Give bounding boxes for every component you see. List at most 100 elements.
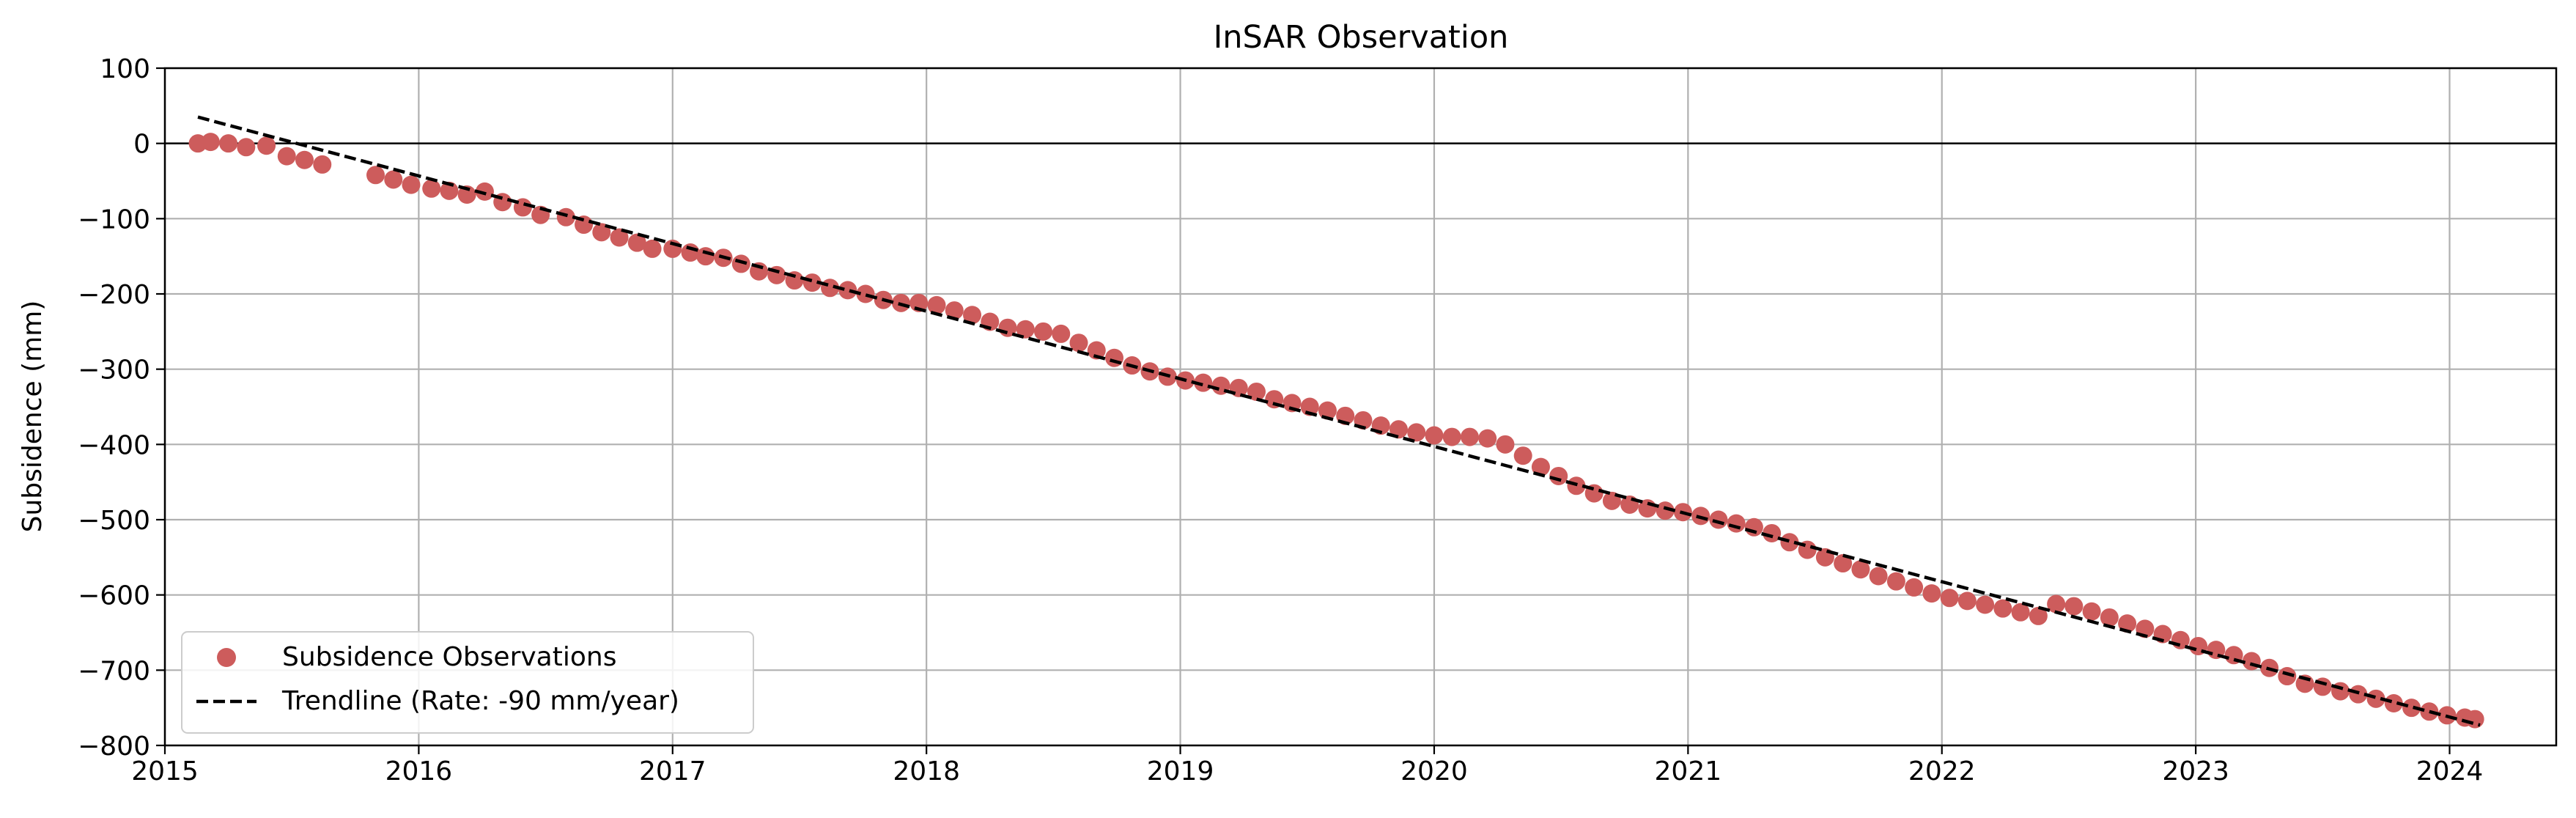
observation-point xyxy=(1069,334,1088,353)
observation-point xyxy=(201,133,220,152)
observation-point xyxy=(1780,533,1799,552)
observation-point xyxy=(1442,427,1461,446)
observation-point xyxy=(237,138,256,157)
x-tick-label: 2017 xyxy=(639,756,706,786)
observation-point xyxy=(1886,572,1905,591)
observation-point xyxy=(1460,427,1479,446)
x-tick-label: 2021 xyxy=(1655,756,1722,786)
x-tick-label: 2018 xyxy=(893,756,960,786)
observation-point xyxy=(1993,599,2012,618)
observation-point xyxy=(1087,341,1106,360)
x-tick-label: 2015 xyxy=(131,756,199,786)
y-tick-label: −600 xyxy=(78,581,150,611)
observation-point xyxy=(681,243,700,262)
y-tick-label: −800 xyxy=(78,732,150,762)
y-axis-ticks: 100 0 −100 −200 −300 −400 −500 −600 −700 −800 xyxy=(78,54,165,762)
observation-point xyxy=(1709,510,1728,529)
observation-point xyxy=(643,239,662,258)
trendline xyxy=(197,115,2481,727)
observation-point xyxy=(1940,589,1959,608)
legend: Subsidence Observations Trendline (Rate:… xyxy=(181,631,754,734)
y-tick-label: −100 xyxy=(78,204,150,235)
observation-point xyxy=(610,228,629,247)
observation-point xyxy=(1283,394,1302,413)
observation-point xyxy=(219,134,238,153)
observation-point xyxy=(963,306,982,325)
observation-point xyxy=(909,293,929,312)
observation-point xyxy=(2278,667,2297,686)
y-tick-label: 100 xyxy=(100,54,150,84)
observation-point xyxy=(257,136,276,155)
observation-point xyxy=(2064,597,2084,616)
observation-point xyxy=(2420,702,2439,721)
y-tick-label: −400 xyxy=(78,430,150,460)
observation-point xyxy=(2047,594,2066,614)
observation-point xyxy=(1922,584,1941,603)
observation-point xyxy=(1744,517,1763,537)
chart-title: InSAR Observation xyxy=(1214,19,1509,56)
observation-point xyxy=(422,179,441,198)
observation-point xyxy=(2029,606,2048,625)
observation-point xyxy=(457,185,476,204)
y-tick-label: −500 xyxy=(78,506,150,536)
observation-point xyxy=(1905,578,1924,597)
observation-point xyxy=(1869,567,1888,586)
observation-point xyxy=(2011,603,2030,622)
legend-box xyxy=(181,631,754,734)
observation-point xyxy=(856,284,875,303)
observation-point xyxy=(277,147,296,166)
observation-point xyxy=(2082,602,2101,621)
observation-point xyxy=(627,233,646,252)
y-axis-label: Subsidence (mm) xyxy=(18,301,48,533)
observation-point xyxy=(1531,457,1550,476)
observation-point xyxy=(313,155,332,174)
observation-point xyxy=(2100,608,2119,627)
observation-point xyxy=(1549,466,1568,485)
x-tick-label: 2023 xyxy=(2162,756,2229,786)
x-tick-label: 2019 xyxy=(1147,756,1214,786)
observation-point xyxy=(592,223,611,242)
legend-label-trendline: Trendline (Rate: -90 mm/year) xyxy=(281,686,679,716)
y-tick-label: −300 xyxy=(78,355,150,386)
observation-point xyxy=(927,295,946,314)
y-tick-label: −200 xyxy=(78,280,150,310)
x-tick-label: 2016 xyxy=(385,756,453,786)
x-tick-label: 2020 xyxy=(1400,756,1468,786)
x-axis-ticks: 2015 2016 2017 2018 2019 2020 2021 2022 2023 2024 xyxy=(131,745,2483,786)
observation-point xyxy=(2366,689,2385,708)
observation-point xyxy=(556,207,575,226)
observation-point xyxy=(1407,423,1426,442)
observation-point xyxy=(1300,397,1319,416)
observation-point xyxy=(1389,420,1408,439)
observation-point xyxy=(295,150,314,169)
observation-point xyxy=(1016,320,1035,339)
observation-point xyxy=(2384,694,2403,713)
observation-point xyxy=(1513,446,1532,465)
observation-point xyxy=(731,254,750,273)
observation-point xyxy=(384,170,403,189)
observation-point xyxy=(440,181,459,200)
observation-point xyxy=(696,247,715,266)
x-tick-label: 2022 xyxy=(1908,756,1976,786)
observation-point xyxy=(1496,435,1515,454)
observation-point xyxy=(1034,322,1053,341)
observation-point xyxy=(1976,595,1995,614)
legend-label-observations: Subsidence Observations xyxy=(282,642,616,672)
observation-point xyxy=(475,182,494,201)
observation-point xyxy=(402,175,421,194)
observation-point xyxy=(945,301,964,320)
plot-frame xyxy=(163,67,2558,747)
observation-point xyxy=(1052,324,1071,343)
y-tick-label: −700 xyxy=(78,656,150,686)
observation-point xyxy=(1834,554,1853,573)
y-tick-label: 0 xyxy=(133,130,150,160)
x-tick-label: 2024 xyxy=(2416,756,2484,786)
observation-point xyxy=(838,281,857,300)
observation-point xyxy=(1656,501,1675,520)
observation-point xyxy=(1851,560,1870,579)
observation-point xyxy=(1478,429,1497,448)
observation-point xyxy=(1957,592,1977,611)
observation-point xyxy=(366,166,385,185)
legend-marker-observations xyxy=(217,648,236,667)
observation-point xyxy=(2402,699,2421,718)
